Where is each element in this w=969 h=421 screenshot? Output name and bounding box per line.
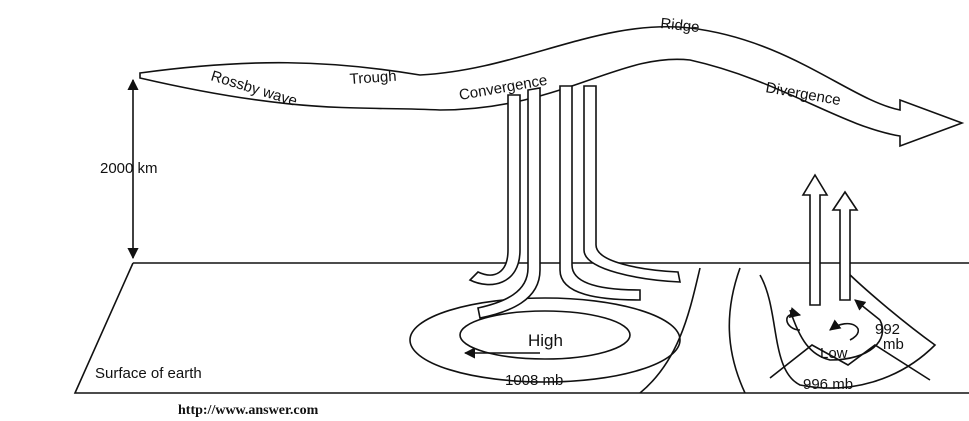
surface-plane [73,262,969,394]
surface-label: Surface of earth [95,365,202,382]
high-isobar [459,310,631,360]
trough-label: Trough [349,68,397,88]
ridge-label: Ridge [660,15,701,36]
low-pressure-outer: 996 mb [803,376,853,393]
swirl [829,319,859,341]
downdraft [468,94,521,286]
low-isobar [789,309,884,361]
downdraft [583,85,681,283]
low-isobar [759,269,937,389]
divider [728,267,746,394]
low-pressure-unit: mb [883,336,904,353]
downdraft [477,87,541,319]
high-isobar [409,297,681,383]
front [769,344,931,381]
swirl [786,307,802,331]
updraft [801,173,829,306]
low-label: Low [820,345,848,362]
high-pressure-label: 1008 mb [505,372,563,389]
downdraft [559,85,641,301]
isobar-line [639,267,701,394]
height-label: 2000 km [100,160,158,177]
credit: http://www.answer.com [178,403,319,418]
low-pressure-value: 992 [875,321,900,338]
rossby-wave-band [139,26,965,148]
updraft [831,190,859,301]
swirl [854,299,881,321]
high-label: High [528,331,563,350]
